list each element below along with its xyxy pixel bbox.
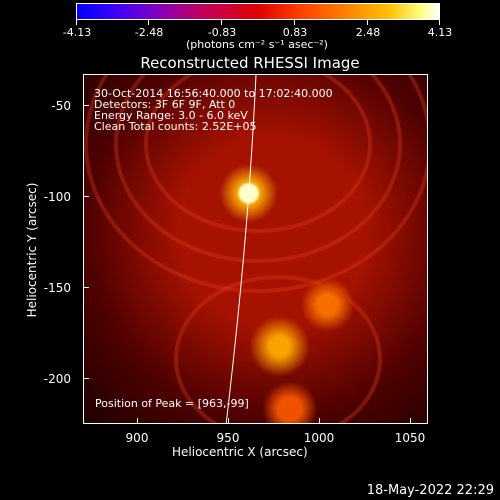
colorbar-tick <box>221 20 222 25</box>
colorbar-tick <box>439 20 440 25</box>
x-tick-label: 1050 <box>394 431 426 445</box>
x-tick-label: 1000 <box>303 431 335 445</box>
colorbar-tick-label: 0.83 <box>282 26 308 39</box>
x-tick <box>410 418 411 424</box>
image-title: Reconstructed RHESSI Image <box>140 54 360 72</box>
colorbar-tick-label: -4.13 <box>62 26 92 39</box>
colorbar-tick <box>76 20 77 25</box>
y-tick <box>83 287 89 288</box>
colorbar-tick-label: 2.48 <box>355 26 381 39</box>
colorbar-tick-label: -0.83 <box>207 26 237 39</box>
info-block: 30-Oct-2014 16:56:40.000 to 17:02:40.000… <box>94 88 333 132</box>
peak-position: Position of Peak = [963,-99] <box>95 397 249 410</box>
y-tick-label: -50 <box>51 99 71 113</box>
fringe-ring <box>174 275 382 423</box>
y-axis-title: Heliocentric Y (arcsec) <box>25 182 39 318</box>
time-range: 30-Oct-2014 16:56:40.000 to 17:02:40.000 <box>94 87 333 100</box>
y-tick-label: -150 <box>43 281 71 295</box>
y-tick-label: -100 <box>43 190 71 204</box>
limb-curve <box>225 75 257 423</box>
x-tick-label: 950 <box>216 431 240 445</box>
colorbar-tick <box>294 20 295 25</box>
colorbar-tick <box>367 20 368 25</box>
y-tick <box>83 196 89 197</box>
rhessi-image: 30-Oct-2014 16:56:40.000 to 17:02:40.000… <box>83 74 428 424</box>
detectors: Detectors: 3F 6F 9F, Att 0 <box>94 98 236 111</box>
y-tick-label: -200 <box>43 372 71 386</box>
colorbar <box>76 3 440 20</box>
timestamp: 18-May-2022 22:29 <box>366 483 494 498</box>
colorbar-tick-label: -2.48 <box>134 26 164 39</box>
energy-range: Energy Range: 3.0 - 6.0 keV <box>94 109 248 122</box>
x-tick <box>228 418 229 424</box>
x-tick <box>319 418 320 424</box>
x-tick-label: 900 <box>125 431 149 445</box>
colorbar-units: (photons cm⁻² s⁻¹ asec⁻²) <box>186 38 328 51</box>
clean-counts: Clean Total counts: 2.52E+05 <box>94 120 257 133</box>
x-tick <box>137 418 138 424</box>
colorbar-tick-label: 4.13 <box>427 26 453 39</box>
x-axis-title: Heliocentric X (arcsec) <box>172 445 308 459</box>
y-tick <box>83 378 89 379</box>
colorbar-tick <box>148 20 149 25</box>
y-tick <box>83 105 89 106</box>
